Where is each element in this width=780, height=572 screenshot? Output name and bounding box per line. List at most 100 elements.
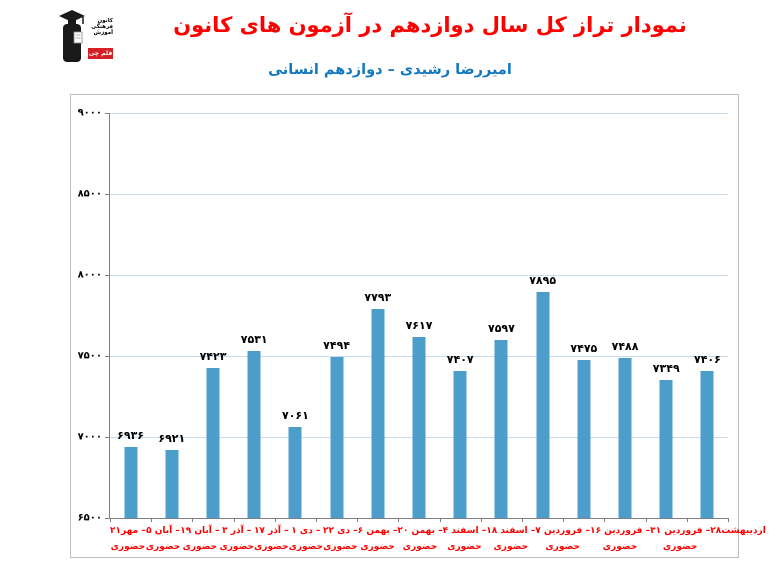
x-tick-label-text: ۵ آبان – حضوری — [146, 523, 180, 555]
x-tick-mode: حضوری — [360, 542, 395, 552]
x-tick-mode: حضوری — [182, 542, 218, 552]
y-tick — [105, 437, 109, 438]
bar-column: ۷۴۸۸ — [604, 113, 645, 518]
bar-column: ۷۷۹۳ — [357, 113, 398, 518]
logo-text-line: آموزش — [93, 30, 114, 36]
x-tick-label: ۳ آذر – حضوری — [220, 523, 254, 557]
bar — [494, 340, 508, 518]
x-tick-date: ۱۷ آذر – — [253, 526, 289, 536]
x-tick-date: ۶ بهمن – — [357, 526, 398, 536]
bar-column: ۷۰۶۱ — [275, 113, 316, 518]
x-tick-label: ۶ بهمن – حضوری — [358, 523, 398, 557]
x-tick-label: ۷ فروردین – حضوری — [535, 523, 590, 557]
x-tick — [439, 518, 441, 522]
x-tick — [563, 518, 565, 522]
bar-value-label: ۶۹۳۶ — [117, 429, 145, 443]
x-tick-label: ۲۲ دی – حضوری — [323, 523, 358, 557]
x-tick-label: ۱ دی – حضوری — [289, 523, 323, 557]
graduate-figure-icon — [59, 10, 85, 62]
bar — [618, 357, 632, 518]
bar-value-label: ۷۴۹۴ — [323, 338, 351, 352]
kanoon-ghalamchi-logo: کانون فرهنگی آموزش قلم چی — [57, 6, 113, 64]
y-tick-label: ۸۰۰۰ — [77, 269, 102, 281]
x-tick-date: ۱۹ آبان – — [180, 526, 220, 536]
bar-column: ۷۵۹۷ — [481, 113, 522, 518]
x-tick-label-text: ۱۹ آبان – حضوری — [180, 523, 219, 555]
y-tick-label: ۷۰۰۰ — [77, 431, 102, 443]
x-tick-date: ۳ آذر – — [222, 526, 252, 536]
bar — [371, 308, 385, 518]
x-tick-mode: حضوری — [323, 542, 358, 552]
bar-column: ۷۴۲۳ — [192, 113, 233, 518]
x-tick-label-text: ۱۷ آذر – حضوری — [254, 523, 289, 555]
x-tick-label: ۴ اسفند – حضوری — [443, 523, 487, 557]
x-tick-label-text: ۲۲ دی – حضوری — [323, 523, 358, 555]
gridline — [110, 275, 728, 276]
chart-title: نمودار تراز کل سال دوازدهم در آزمون های … — [173, 13, 687, 37]
x-tick — [728, 518, 729, 522]
bar — [412, 337, 426, 518]
x-tick-date: ۴ اسفند – — [442, 526, 487, 536]
x-tick-label-text: ۳۱ فروردین – حضوری — [650, 523, 710, 555]
bar — [206, 368, 220, 518]
bar-value-label: ۷۳۴۹ — [652, 362, 680, 376]
x-tick-mode: حضوری — [602, 542, 638, 552]
x-tick — [357, 518, 359, 522]
x-tick-label-text: ۲۸اردیبهشت — [710, 523, 766, 539]
chart-subtitle: امیررضا رشیدی – دوازدهم انسانی — [268, 62, 512, 78]
x-tick-label-text: ۱۸ اسفند – حضوری — [486, 523, 535, 555]
bar-value-label: ۷۷۹۳ — [364, 290, 392, 304]
x-tick — [480, 518, 482, 522]
x-tick — [233, 518, 235, 522]
x-tick-mode: حضوری — [110, 542, 146, 552]
bar-column: ۶۹۲۱ — [151, 113, 192, 518]
x-tick-label-text: ۶ بهمن – حضوری — [358, 523, 398, 555]
x-tick — [274, 518, 276, 522]
x-tick-mode: حضوری — [254, 542, 289, 552]
x-tick-label: ۲۱مهر – حضوری — [110, 523, 146, 557]
y-tick-label: ۶۵۰۰ — [77, 512, 102, 524]
x-tick-mode: حضوری — [493, 542, 528, 552]
x-tick-mode: حضوری — [288, 542, 324, 552]
bar — [288, 427, 302, 518]
x-tick-mode: حضوری — [145, 542, 181, 552]
y-tick — [105, 275, 109, 276]
gridline — [110, 194, 728, 195]
bar — [659, 380, 673, 518]
y-tick-label: ۷۵۰۰ — [77, 350, 102, 362]
logo-text-line: کانون — [97, 18, 113, 24]
bar — [330, 356, 344, 518]
bar — [577, 360, 591, 518]
x-tick-mode: حضوری — [662, 542, 698, 552]
logo-text-line: فرهنگی — [91, 24, 113, 30]
x-tick-date: ۵ آبان – — [146, 526, 180, 536]
bar — [700, 371, 714, 518]
x-tick-label: ۲۰ بهمن – حضوری — [397, 523, 442, 557]
x-tick-date: ۷ فروردین – — [535, 526, 590, 536]
bar-value-label: ۷۴۸۸ — [611, 339, 639, 353]
x-tick — [686, 518, 688, 522]
x-tick-mode: حضوری — [219, 542, 254, 552]
y-tick — [105, 518, 109, 519]
x-tick-mode: حضوری — [447, 542, 482, 552]
bar — [247, 350, 261, 518]
x-tick-date: ۱۶ فروردین – — [589, 526, 651, 536]
x-tick-date: ۳۱ فروردین – — [650, 526, 711, 536]
bar — [536, 292, 550, 518]
bar-value-label: ۷۰۶۱ — [281, 409, 309, 423]
x-tick-label: ۱۶ فروردین – حضوری — [590, 523, 650, 557]
bar-column: ۷۴۷۵ — [563, 113, 604, 518]
x-tick-label-text: ۳ آذر – حضوری — [220, 523, 254, 555]
x-tick-label-text: ۲۰ بهمن – حضوری — [397, 523, 442, 555]
x-tick — [604, 518, 606, 522]
x-tick — [110, 518, 111, 522]
x-tick-mode: حضوری — [545, 542, 580, 552]
bar — [124, 447, 138, 518]
bar — [165, 449, 179, 518]
x-tick-label: ۵ آبان – حضوری — [146, 523, 180, 557]
x-tick-date: ۲۰ بهمن – — [397, 526, 443, 536]
bar-value-label: ۷۴۷۵ — [570, 342, 598, 356]
bar-value-label: ۷۶۱۷ — [405, 319, 433, 333]
bar-value-label: ۷۵۹۷ — [487, 322, 515, 336]
